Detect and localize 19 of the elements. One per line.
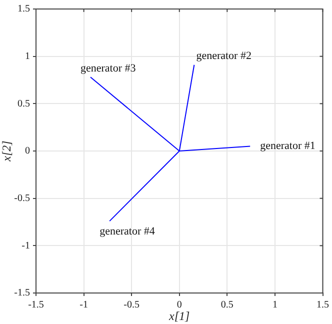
- y-axis-title: x[2]: [0, 140, 14, 162]
- x-tick-label: 0.5: [220, 300, 234, 311]
- y-tick-label: -1: [22, 240, 30, 252]
- x-tick-label: -0.5: [124, 300, 140, 311]
- y-tick-label: -1.5: [14, 288, 30, 299]
- x-axis-title: x[1]: [168, 308, 190, 323]
- y-tick-label: 0.5: [18, 98, 30, 110]
- annotation: generator #1: [260, 140, 316, 152]
- x-tick-label: 1.5: [316, 300, 329, 311]
- y-tick-label: 1.5: [18, 4, 30, 15]
- annotation: generator #2: [196, 50, 252, 62]
- y-tick-label: 1: [25, 50, 30, 62]
- x-tick-label: 0: [176, 300, 182, 311]
- x-tick-label: 1: [272, 300, 278, 311]
- annotation: generator #3: [80, 62, 136, 75]
- y-tick-label: 0: [25, 146, 30, 157]
- y-tick-label: -0.5: [14, 192, 30, 204]
- annotation: generator #4: [100, 225, 156, 238]
- x-tick-label: -1: [80, 300, 88, 311]
